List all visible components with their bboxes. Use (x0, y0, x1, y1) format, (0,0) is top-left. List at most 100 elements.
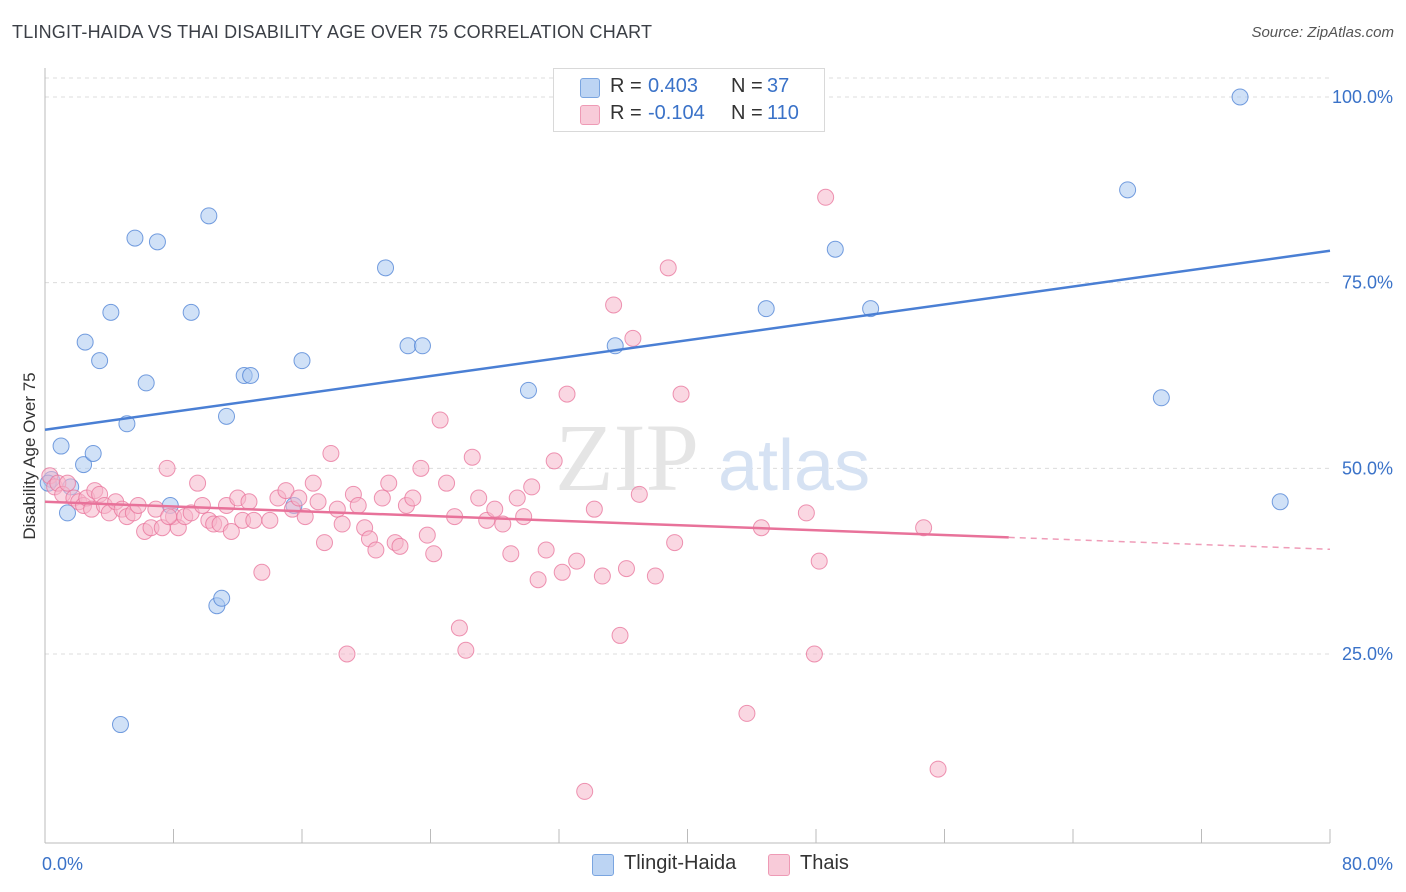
thais-point (508, 489, 526, 507)
chart-title: TLINGIT-HAIDA VS THAI DISABILITY AGE OVE… (12, 22, 653, 42)
thais-point (380, 474, 398, 492)
thais-point (593, 567, 611, 585)
watermark-atlas: atlas (718, 426, 870, 506)
legend-swatch-thais (580, 105, 600, 125)
thais-point (817, 188, 835, 206)
thais-point (277, 482, 295, 500)
tlingit-haida-point (826, 240, 844, 258)
thais-point (58, 474, 76, 492)
thais-point (576, 782, 594, 800)
tlingit-haida-point (111, 716, 129, 734)
thais-point (553, 563, 571, 581)
source-label: Source: ZipAtlas.com (1251, 24, 1394, 41)
bottom-legend-swatch-tlingit-haida (592, 854, 614, 876)
legend-n-value: 110 (767, 102, 799, 124)
legend-swatch-tlingit-haida (580, 78, 600, 98)
thais-point (189, 474, 207, 492)
thais-point (672, 385, 690, 403)
thais-point (338, 645, 356, 663)
thais-point (617, 560, 635, 578)
thais-point (412, 459, 430, 477)
thais-point (915, 519, 933, 537)
thais-point (486, 500, 504, 518)
thais-point (367, 541, 385, 559)
tlingit-haida-point (757, 300, 775, 318)
x-tick-label: 80.0% (1342, 854, 1393, 874)
tlingit-haida-point (1231, 88, 1249, 106)
thais-point (322, 444, 340, 462)
tlingit-haida-point (862, 300, 880, 318)
legend-r-label: R = (610, 102, 642, 124)
tlingit-haida-point (200, 207, 218, 225)
thais-trend-line (44, 500, 1009, 539)
tlingit-haida-point (182, 303, 200, 321)
tlingit-haida-point (218, 407, 236, 425)
thais-point (797, 504, 815, 522)
trend-lines (44, 249, 1331, 551)
thais-point (545, 452, 563, 470)
tlingit-haida-point (91, 352, 109, 370)
tlingit-haida-point (213, 589, 231, 607)
thais-point (624, 329, 642, 347)
thais-point (450, 619, 468, 637)
tlingit-haida-point (377, 259, 395, 277)
y-tick-label: 100.0% (1332, 87, 1393, 107)
thais-point (438, 474, 456, 492)
thais-point (309, 493, 327, 511)
thais-point (659, 259, 677, 277)
thais-point (431, 411, 449, 429)
thais-point (240, 493, 258, 511)
thais-point (523, 478, 541, 496)
thais-point (418, 526, 436, 544)
legend-n-value: 37 (767, 75, 790, 97)
tlingit-haida-point (519, 381, 537, 399)
legend-r-value: 0.403 (648, 75, 699, 97)
thais-point (158, 459, 176, 477)
thais-trend-line-extension (1008, 536, 1331, 551)
thais-point (666, 534, 684, 552)
series-thais-points (41, 188, 947, 800)
thais-point (463, 448, 481, 466)
thais-point (333, 515, 351, 533)
thais-point (328, 500, 346, 518)
thais-point (646, 567, 664, 585)
thais-point (290, 489, 308, 507)
thais-point (245, 511, 263, 529)
tlingit-haida-point (102, 303, 120, 321)
watermark-zip: ZIP (555, 404, 699, 511)
thais-point (805, 645, 823, 663)
tlingit-haida-point (1152, 389, 1170, 407)
legend-r-value: -0.104 (648, 102, 705, 124)
x-tick-label: 0.0% (42, 854, 83, 874)
thais-point (470, 489, 488, 507)
bottom-legend-label-tlingit-haida: Tlingit-Haida (624, 852, 737, 874)
y-tick-label: 50.0% (1342, 458, 1393, 478)
thais-point (537, 541, 555, 559)
tlingit-haida-point (1271, 493, 1289, 511)
watermark: ZIP atlas (555, 404, 870, 511)
thais-point (349, 496, 367, 514)
thais-point (261, 511, 279, 529)
tlingit-haida-trend-line (44, 249, 1331, 431)
thais-point (304, 474, 322, 492)
bottom-legend-swatch-thais (768, 854, 790, 876)
thais-point (425, 545, 443, 563)
thais-point (502, 545, 520, 563)
grid-lines (45, 77, 1330, 655)
tlingit-haida-point (242, 367, 260, 384)
tlingit-haida-point (52, 437, 70, 455)
legend-n-label: N = (731, 75, 763, 97)
tlingit-haida-point (399, 337, 417, 355)
thais-point (929, 760, 947, 778)
tlingit-haida-point (293, 352, 311, 370)
thais-point (373, 489, 391, 507)
legend-n-label: N = (731, 102, 763, 124)
thais-point (457, 641, 475, 659)
axis-labels: 25.0% 50.0% 75.0% 100.0% 0.0% 80.0% Disability… (20, 87, 1393, 874)
thais-point (315, 534, 333, 552)
legend-r-label: R = (610, 75, 642, 97)
axes (44, 68, 1331, 844)
tlingit-haida-point (137, 374, 155, 392)
correlation-legend: R = 0.403 N = 37 R = -0.104 N = 110 (553, 68, 825, 132)
